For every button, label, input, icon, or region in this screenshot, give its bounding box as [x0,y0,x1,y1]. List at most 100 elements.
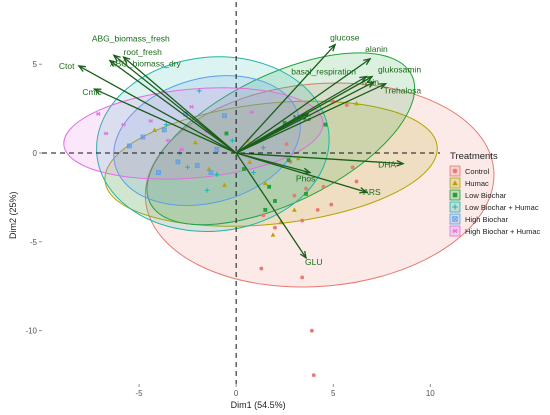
point-humac [291,207,297,212]
arrow-shaft [236,152,404,165]
loading-label-alanin: alanin [365,44,388,54]
x-stroke-2 [140,134,146,140]
arrow-shaft [235,58,371,154]
loading-arrow-cmic [92,88,237,154]
legend-item-low-biochar-humac: Low Biochar + Humac [449,201,539,213]
point-low-biochar [263,207,268,212]
point-high-biochar [208,170,214,175]
point-low-biochar-humac [185,164,191,170]
loading-label-lysin: lysin [362,77,379,87]
legend-label: High Biochar + Humac [465,227,540,236]
point-high-biochar-humac [179,147,185,152]
asterisk-d2 [189,104,194,109]
x-stroke-2 [162,127,167,133]
arrow-head [363,57,372,66]
arrow-head [299,250,307,260]
arrow-shaft [235,152,367,193]
loading-label-abg-biomass-dry: ABG_biomass_dry [110,59,182,69]
square-outline [452,216,458,222]
point-low-biochar [286,158,291,163]
y-tick-label: -5 [30,238,38,247]
ellipse-control [144,82,495,288]
y-tick-label: 0 [33,149,38,158]
asterisk-d2 [249,110,254,115]
point-high-biochar-humac [95,111,101,116]
point-control [344,103,349,107]
point-low-biochar [304,191,308,196]
y-tick-label: 5 [33,60,38,69]
loading-arrow-trehalosa [235,83,388,154]
arrow-shaft [123,56,237,154]
point-high-biochar [161,127,167,133]
loading-label-trehalosa: Trehalosa [384,86,422,96]
point-control [300,275,305,280]
arrow-shaft [235,152,307,259]
arrow-head [366,81,376,88]
point-high-biochar-humac [103,131,109,136]
point-low-biochar-humac [260,145,266,151]
point-high-biochar-humac [148,119,154,124]
arrow-head [108,59,117,67]
legend-marker-high-biochar-humac [452,228,458,234]
point-high-biochar-humac [165,138,171,143]
loading-label-glucose: glucose [330,33,360,43]
square-outline [140,134,146,140]
x-tick-label: -5 [136,389,144,398]
legend-label: Low Biochar [465,191,507,200]
point-control [304,186,308,191]
point-low-biochar [241,167,246,171]
point-humac [206,166,212,171]
square-outline [156,170,161,175]
legend-item-high-biochar-humac: High Biochar + Humac [449,225,540,237]
x-axis-title: Dim1 (54.5%) [231,400,286,410]
asterisk-d2 [452,228,458,234]
loading-label-glukosamin: glukosamin [378,65,421,75]
point-control [259,266,264,271]
point-low-biochar-humac [229,138,235,143]
loading-arrow-root-fresh [122,55,237,154]
point-control [311,373,316,378]
point-control [315,207,320,212]
square-outline [214,147,220,152]
point-high-biochar [175,159,181,165]
arrow-head [365,75,374,83]
point-humac [222,182,227,187]
x-tick-label: 0 [234,389,239,398]
point-low-biochar [282,120,287,125]
legend-marker-control [452,168,458,174]
arrow-shaft [235,44,336,154]
legend-item-control: Control [449,165,490,177]
point-control [284,142,289,147]
point-control [292,193,297,198]
loading-arrow-ctot [77,65,237,154]
point-low-biochar [273,199,277,203]
x-stroke-2 [175,159,181,165]
point-high-biochar-humac [121,122,126,127]
x-stroke-2 [222,113,227,118]
point-control [321,184,326,189]
x-stroke-2 [156,170,161,175]
legend-marker-low-biochar-humac [452,204,458,210]
point-low-biochar-humac [214,171,220,177]
point-low-biochar-humac [163,122,169,127]
square-outline [194,163,200,168]
asterisk-d2 [179,147,184,152]
point-high-biochar [140,134,146,140]
arrow-head [396,159,405,167]
asterisk-d2 [148,119,153,124]
arrow-shaft [109,60,237,154]
arrow-head [122,55,131,64]
point-high-biochar [194,163,200,168]
point-control [329,202,334,207]
point-low-biochar [224,131,229,136]
point-humac [295,155,301,161]
arrow-head [359,187,368,194]
loading-label-ars: ARS [363,187,381,197]
loading-arrow-abg-biomass-fresh [112,54,237,154]
loading-label-dha: DHA [378,160,396,170]
loading-arrow-nag [235,113,310,154]
axes: -5 0 5 10 5 0 -5 -10 Dim1 (54.5%) Dim2 (25%) [8,60,435,410]
square-outline [161,127,167,133]
point-high-biochar-humac [249,110,255,115]
